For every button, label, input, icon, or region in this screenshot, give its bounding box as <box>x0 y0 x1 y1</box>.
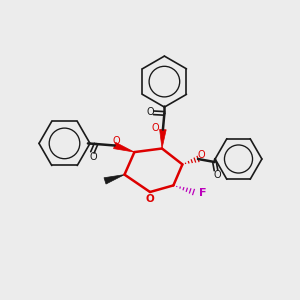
Text: O: O <box>89 152 97 162</box>
Text: O: O <box>152 123 160 133</box>
Text: O: O <box>214 169 222 180</box>
Polygon shape <box>114 142 134 152</box>
Text: O: O <box>146 194 154 204</box>
Text: F: F <box>200 188 207 198</box>
Text: O: O <box>112 136 120 146</box>
Polygon shape <box>160 129 166 148</box>
Text: O: O <box>147 107 154 117</box>
Polygon shape <box>104 175 124 184</box>
Text: O: O <box>197 150 205 161</box>
